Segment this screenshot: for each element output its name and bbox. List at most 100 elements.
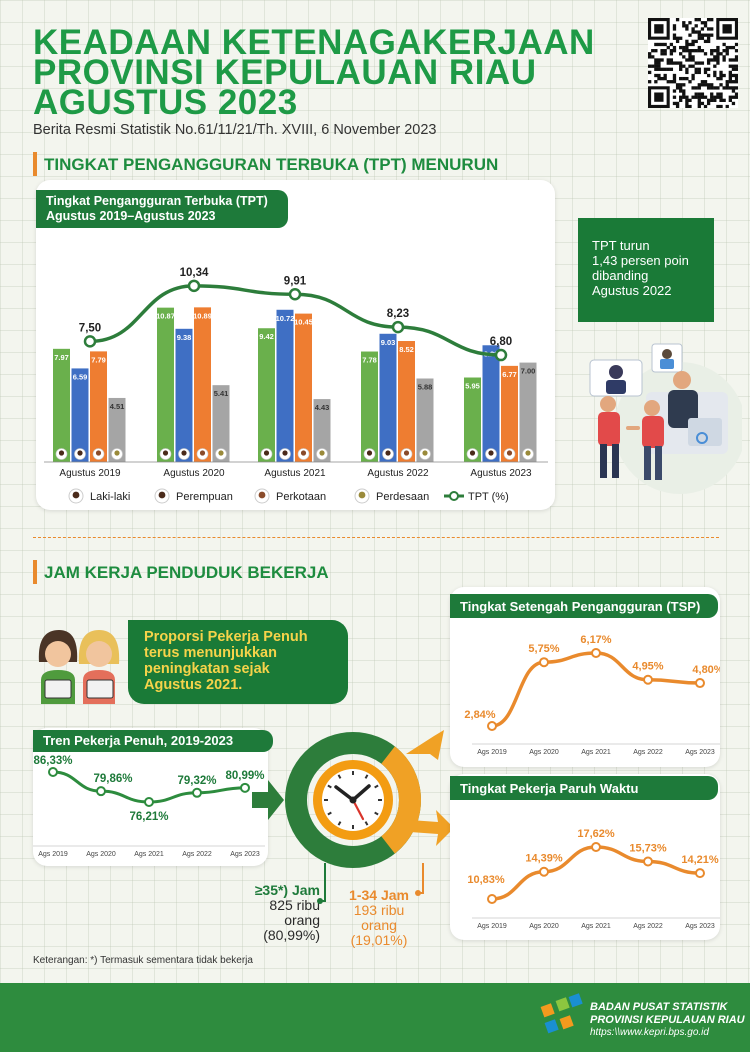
- qr-module: [694, 61, 698, 65]
- tsp-svg-point: [591, 648, 601, 658]
- bps-logo: [540, 993, 583, 1034]
- qr-module: [691, 30, 695, 34]
- tsp-svg-value-label: 5,75%: [528, 643, 559, 655]
- qr-module: [679, 83, 683, 87]
- qr-module: [725, 49, 729, 53]
- tpt-bar-label: 10.89: [193, 311, 212, 320]
- clock-center: [349, 796, 357, 804]
- callout-connectors: [317, 863, 424, 904]
- proportion-line: Proporsi Pekerja Penuh: [144, 629, 308, 645]
- qr-module: [682, 95, 686, 99]
- qr-module: [679, 67, 683, 71]
- part-svg-tick-label: Ags 2020: [529, 923, 559, 930]
- qr-module: [679, 36, 683, 40]
- proportion-line: peningkatan sejak: [144, 661, 270, 677]
- qr-module: [660, 67, 664, 71]
- qr-module: [694, 24, 698, 28]
- qr-module: [685, 70, 689, 75]
- qr-module: [728, 64, 732, 68]
- legend-label: Perempuan: [176, 491, 233, 503]
- qr-module: [710, 58, 714, 62]
- part-svg-point: [695, 868, 705, 879]
- qr-module: [697, 101, 701, 106]
- qr-module: [734, 86, 739, 90]
- qr-module: [697, 30, 701, 34]
- qr-module: [688, 58, 692, 62]
- qr-module: [719, 104, 723, 109]
- arrow-to-part-time: [410, 810, 454, 846]
- qr-module: [688, 33, 692, 37]
- qr-module: [679, 98, 683, 102]
- tpt-bar-label: 5.88: [418, 383, 433, 392]
- tpt-bar-perempuan: [276, 309, 294, 462]
- part-svg-value-label: 14,39%: [525, 853, 563, 865]
- qr-module: [691, 64, 695, 68]
- qr-module: [703, 95, 708, 99]
- qr-module: [666, 58, 670, 62]
- qr-module: [669, 67, 674, 71]
- qr-module: [713, 49, 717, 53]
- tpt-bar-label: 7.97: [54, 353, 69, 362]
- tsp-svg-value-label: 6,17%: [580, 634, 611, 646]
- qr-module: [734, 49, 739, 53]
- qr-module: [672, 80, 677, 84]
- org-url[interactable]: https:\\www.kepri.bps.go.id: [590, 1027, 709, 1038]
- tpt-bar-label: 10.87: [156, 312, 175, 321]
- qr-module: [703, 52, 708, 56]
- qr-module: [716, 55, 720, 59]
- full-svg-point: [240, 782, 250, 793]
- qr-module: [706, 67, 711, 71]
- qr-module: [728, 73, 732, 78]
- part-time-line: 193 ribu: [353, 902, 405, 918]
- qr-module: [731, 58, 736, 62]
- qr-module: [700, 80, 705, 84]
- clock-second-hand: [351, 798, 365, 821]
- qr-module: [672, 89, 677, 93]
- qr-module: [685, 104, 689, 109]
- qr-module: [685, 45, 689, 50]
- tpt-bar-perdesaan: [519, 362, 537, 462]
- qr-module: [713, 70, 717, 75]
- qr-module: [682, 92, 686, 96]
- qr-module: [731, 95, 736, 99]
- qr-module: [734, 92, 739, 96]
- tpt-bar-perkotaan: [90, 351, 107, 462]
- proportion-note: Proporsi Pekerja Penuh terus menunjukkan…: [128, 620, 348, 704]
- qr-module: [657, 58, 661, 62]
- qr-module: [688, 98, 692, 102]
- qr-module: [657, 42, 661, 47]
- qr-module: [716, 61, 720, 65]
- qr-module: [700, 33, 705, 37]
- qr-module: [731, 64, 736, 68]
- qr-module: [716, 52, 720, 56]
- clock-icon: [252, 730, 454, 868]
- tpt-line-point: [83, 335, 97, 348]
- qr-module: [716, 95, 720, 99]
- part-time-line: orang: [361, 917, 397, 933]
- qr-module: [694, 30, 698, 34]
- qr-module: [697, 104, 701, 109]
- tpt-bar-laki-laki: [53, 348, 70, 462]
- qr-module: [722, 73, 726, 78]
- qr-module: [710, 33, 714, 37]
- part-svg-point: [591, 842, 601, 852]
- qr-module: [657, 64, 661, 68]
- tpt-bar-icon-dot: [319, 450, 325, 456]
- qr-module: [685, 101, 689, 106]
- full-svg-tick-label: Ags 2022: [182, 851, 212, 858]
- qr-module: [654, 49, 658, 53]
- qr-module: [691, 39, 695, 44]
- clock-tick: [364, 821, 369, 826]
- qr-module: [672, 95, 677, 99]
- org-name: BADAN PUSAT STATISTIK PROVINSI KEPULAUAN…: [590, 1001, 745, 1027]
- qr-module: [722, 55, 726, 59]
- tpt-bar-perdesaan: [313, 399, 331, 462]
- qr-module: [666, 80, 670, 84]
- tpt-line-label: 8,23: [387, 308, 409, 320]
- title-line-2: PROVINSI KEPULAUAN RIAU: [33, 53, 537, 92]
- tpt-bar-icon-dot: [77, 450, 83, 456]
- qr-module: [731, 73, 736, 78]
- tpt-note-box: TPT turun 1,43 persen poin dibanding Agu…: [578, 218, 714, 322]
- tpt-bar-icon-dot: [366, 450, 373, 456]
- tpt-line-label: 9,91: [284, 275, 307, 287]
